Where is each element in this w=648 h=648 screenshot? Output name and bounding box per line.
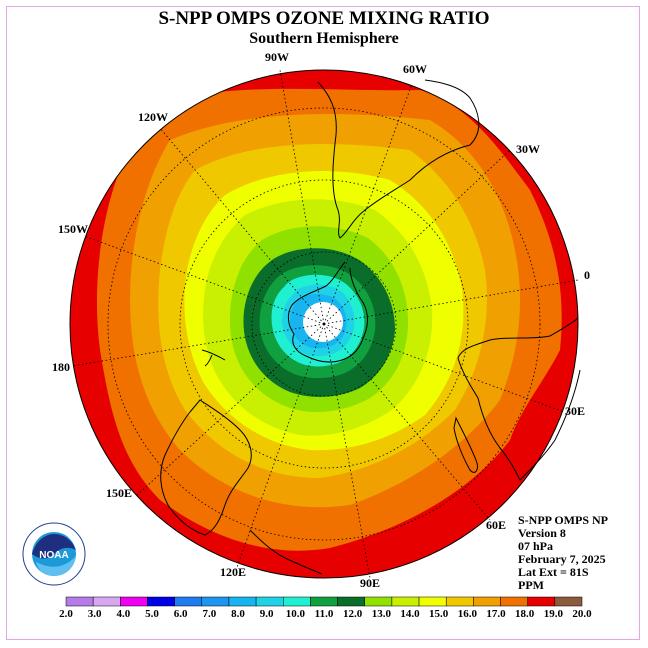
colorbar-tick-label: 15.0 [429, 608, 449, 620]
colorbar-swatch [473, 596, 501, 607]
colorbar-tick-label: 5.0 [145, 608, 159, 620]
lon-label-120w: 120W [138, 110, 168, 124]
lon-label-90e: 90E [360, 576, 381, 590]
colorbar-tick-label: 11.0 [314, 608, 334, 620]
colorbar-tick-label: 17.0 [486, 608, 506, 620]
info-block: S-NPP OMPS NP Version 8 07 hPa February … [518, 514, 608, 592]
colorbar-swatch [500, 596, 528, 607]
colorbar-tick-label: 2.0 [59, 608, 73, 620]
colorbar-tick-label: 8.0 [231, 608, 245, 620]
colorbar-tick-label: 13.0 [371, 608, 391, 620]
colorbar-swatch [147, 596, 175, 607]
colorbar-tick-label: 14.0 [400, 608, 420, 620]
instrument-text: S-NPP OMPS NP [518, 513, 608, 527]
no-data-hole [303, 302, 343, 342]
colorbar-tick-label: 9.0 [259, 608, 274, 620]
units-text: PPM [518, 578, 544, 592]
lon-label-150w: 150W [58, 222, 88, 236]
colorbar-tick-label: 4.0 [116, 608, 131, 620]
colorbar-tick-label: 20.0 [572, 608, 592, 620]
lon-label-180: 180 [52, 360, 70, 374]
ozone-field [70, 70, 578, 578]
colorbar-tick-label: 18.0 [515, 608, 535, 620]
colorbar-swatch [255, 596, 284, 607]
noaa-logo-text: NOAA [39, 550, 68, 561]
coastlines [160, 79, 581, 575]
colorbar-swatch [445, 596, 474, 607]
map-boundary [69, 69, 579, 579]
colorbar-swatch [391, 596, 420, 607]
colorbar-tick-label: 10.0 [285, 608, 305, 620]
lon-label-0: 0 [584, 268, 590, 282]
lon-label-150e: 150E [106, 486, 133, 500]
noaa-logo: NOAA [22, 522, 86, 586]
map-subtitle: Southern Hemisphere [249, 30, 399, 47]
lon-label-30w: 30W [516, 142, 540, 156]
colorbar-swatch [364, 596, 393, 607]
colorbar-swatch [283, 596, 311, 607]
colorbar-tick-label: 3.0 [87, 608, 102, 620]
date-text: February 7, 2025 [518, 552, 606, 566]
colorbar-swatch [65, 596, 94, 607]
colorbar-tick-label: 7.0 [202, 608, 217, 620]
colorbar-swatch [92, 596, 121, 607]
colorbar-tick-label: 12.0 [343, 608, 363, 620]
lon-label-30e: 30E [565, 404, 586, 418]
colorbar-tick-label: 19.0 [543, 608, 563, 620]
level-text: 07 hPa [518, 539, 554, 553]
colorbar-swatch [310, 596, 338, 607]
figure-frame [6, 6, 640, 640]
colorbar-swatch [337, 596, 365, 607]
colorbar-swatch [120, 596, 148, 607]
colorbar [65, 596, 583, 607]
colorbar-tick-label: 6.0 [173, 608, 188, 620]
graticule [71, 69, 579, 579]
colorbar-swatch [418, 596, 447, 607]
colorbar-swatch [527, 596, 556, 607]
map-title: S-NPP OMPS OZONE MIXING RATIO [158, 8, 490, 29]
lon-label-60e: 60E [486, 518, 507, 532]
colorbar-swatch [554, 596, 583, 607]
colorbar-swatch [174, 596, 203, 607]
colorbar-swatch [228, 596, 257, 607]
lon-label-60w: 60W [403, 62, 427, 76]
lat-ext-text: Lat Ext = 81S [518, 565, 589, 579]
colorbar-swatch [201, 596, 230, 607]
colorbar-tick-label: 16.0 [457, 608, 477, 620]
version-text: Version 8 [518, 526, 566, 540]
lon-label-120e: 120E [220, 565, 247, 579]
lon-label-90w: 90W [265, 50, 289, 64]
